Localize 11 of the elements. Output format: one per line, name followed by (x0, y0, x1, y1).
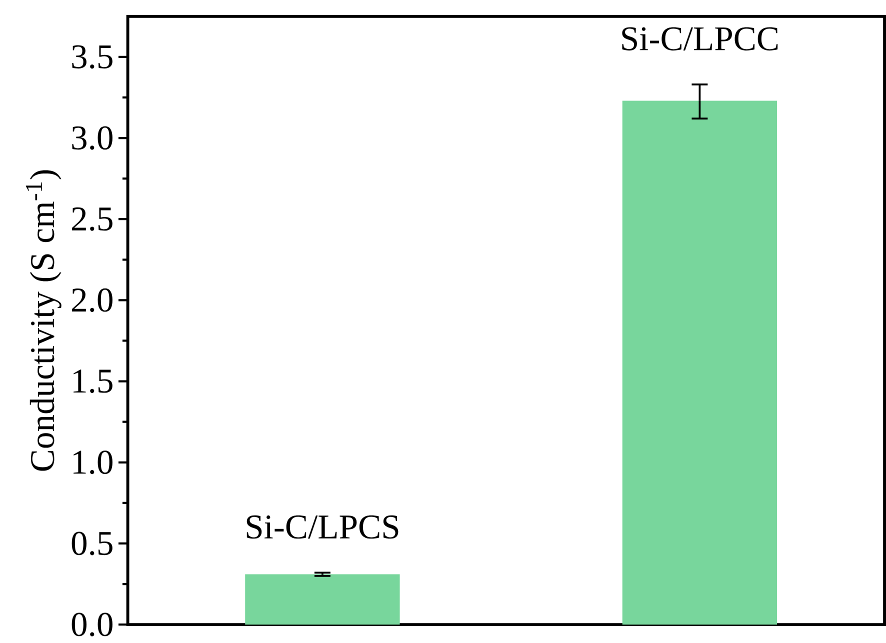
y-axis-title: Conductivity (S cm$^{-1}$) (26, 170, 62, 471)
x-tick-label: Si-C/LPCC (622, 27, 778, 51)
y-tick-label: 2.5 (72, 207, 112, 231)
y-tick-label: 0.0 (72, 612, 112, 636)
y-tick-label: 1.5 (74, 370, 112, 393)
y-tick-label: 0.5 (72, 532, 112, 556)
y-tick-label: 2.0 (72, 288, 112, 312)
y-tick-label: 1.0 (74, 450, 112, 474)
y-tick-label: 3.5 (72, 45, 112, 69)
y-tick-label: 3.0 (72, 126, 112, 150)
x-tick-label: Si-C/LPCS (246, 515, 398, 539)
